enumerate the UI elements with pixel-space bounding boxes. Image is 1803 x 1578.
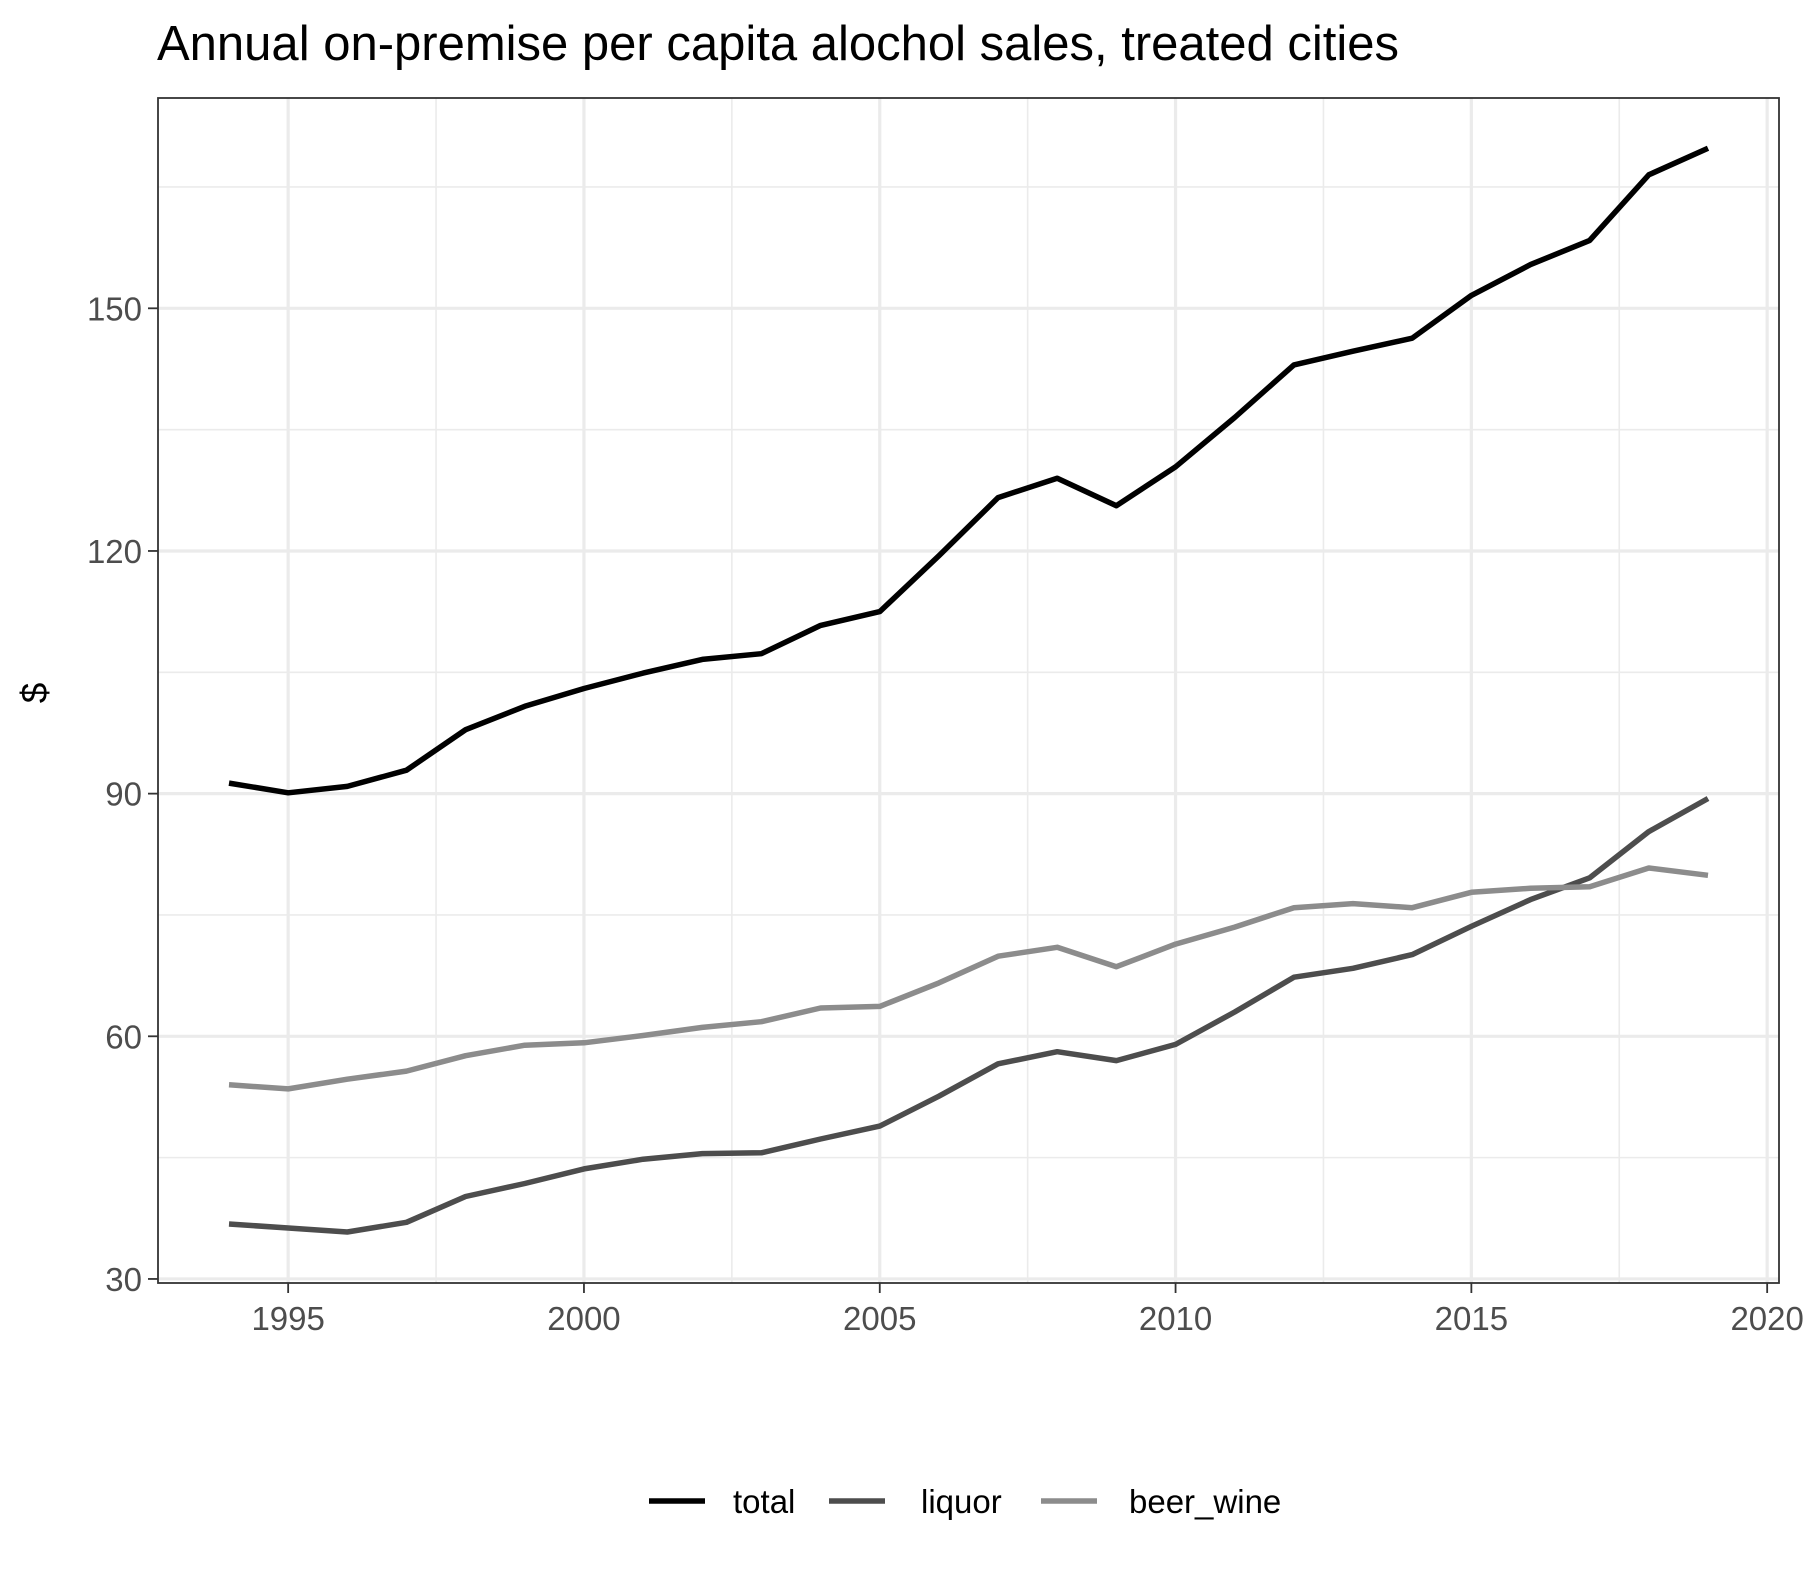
series-line-beer-wine [228,865,1709,1092]
grid-lines [158,98,1779,1283]
series-lines [228,145,1710,1235]
x-tick-label: 2020 [1730,1300,1803,1337]
legend: total liquor beer_wine [649,1483,1281,1520]
x-tick-label: 2015 [1435,1300,1508,1337]
axes: 1995 2000 2005 2010 2015 2020 30 60 90 120 150 [87,290,1803,1337]
y-tick-label: 30 [105,1261,142,1298]
series-line-liquor [228,796,1710,1235]
x-tick-label: 2010 [1139,1300,1212,1337]
y-tick-label: 90 [105,776,142,813]
y-axis-title: $ [14,683,55,704]
y-tick-label: 60 [105,1018,142,1055]
y-tick-label: 120 [87,533,142,570]
chart-title: Annual on-premise per capita alochol sal… [157,17,1399,71]
x-tick-label: 2005 [843,1300,916,1337]
legend-label-total: total [733,1483,795,1520]
y-tick-label: 150 [87,290,142,327]
plot-panel-border [157,97,1780,1284]
series-line-total [228,145,1710,796]
x-tick-label: 1995 [251,1300,324,1337]
x-tick-label: 2000 [547,1300,620,1337]
legend-label-liquor: liquor [921,1483,1002,1520]
legend-label-beer-wine: beer_wine [1129,1483,1281,1520]
